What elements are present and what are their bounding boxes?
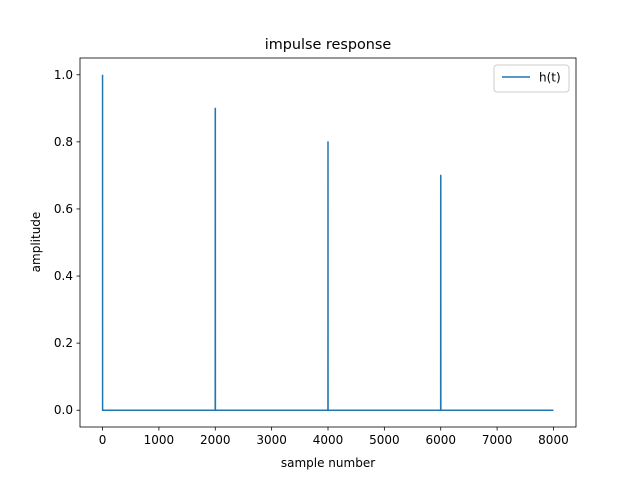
plot-area: 0 1000 2000 3000 4000 5000 6000 7000 8000 0.0 0.2 0…	[54, 57, 577, 447]
y-axis-label: amplitude	[29, 212, 43, 273]
y-tick-label: 0.6	[54, 202, 73, 216]
x-tick-label: 2000	[200, 433, 231, 447]
y-tick-label: 0.4	[54, 269, 73, 283]
chart-title: impulse response	[265, 37, 392, 53]
legend-box	[493, 64, 570, 93]
x-tick-label: 8000	[538, 433, 569, 447]
y-tick-label: 0.2	[54, 336, 73, 350]
legend: h(t)	[493, 64, 570, 93]
x-tick-label: 1000	[144, 433, 175, 447]
x-tick-label: 6000	[425, 433, 456, 447]
y-tick-label: 1.0	[54, 68, 73, 82]
x-axis-label: sample number	[281, 456, 375, 470]
series-line-0	[101, 74, 554, 411]
x-tick-label: 5000	[369, 433, 400, 447]
x-tick-label: 0	[99, 433, 107, 447]
y-tick-label: 0.8	[54, 135, 73, 149]
legend-entry: h(t)	[539, 71, 561, 85]
y-tick-label: 0.0	[54, 403, 73, 417]
x-tick-label: 3000	[256, 433, 287, 447]
x-tick-label: 7000	[482, 433, 513, 447]
x-tick-label: 4000	[313, 433, 344, 447]
